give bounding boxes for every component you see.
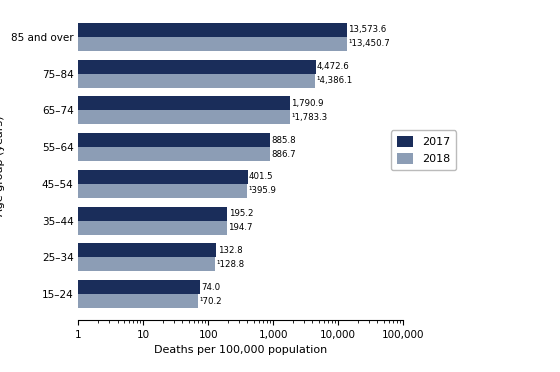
Bar [0,243,216,257]
Text: ¹13,450.7: ¹13,450.7 [348,39,390,48]
Text: 194.7: 194.7 [228,223,253,232]
Bar [0,23,347,37]
Text: ¹4,386.1: ¹4,386.1 [316,76,353,85]
Bar [0,37,347,51]
X-axis label: Deaths per 100,000 population: Deaths per 100,000 population [154,345,328,355]
Bar [0,207,227,221]
Y-axis label: Age group (years): Age group (years) [0,115,6,216]
Bar [0,60,315,74]
Text: 886.7: 886.7 [271,150,296,158]
Text: 195.2: 195.2 [228,209,253,218]
Text: ¹128.8: ¹128.8 [217,260,245,269]
Bar [0,96,290,110]
Text: 885.8: 885.8 [271,136,296,145]
Bar [0,184,247,198]
Bar [0,257,216,272]
Text: 4,472.6: 4,472.6 [317,62,349,71]
Text: ¹1,783.3: ¹1,783.3 [291,113,327,122]
Bar [0,74,315,88]
Bar [0,110,290,124]
Bar [0,170,248,184]
Text: 1,790.9: 1,790.9 [291,99,324,108]
Text: 13,573.6: 13,573.6 [348,25,386,34]
Bar [0,280,200,294]
Text: 132.8: 132.8 [218,246,242,255]
Text: 74.0: 74.0 [201,283,220,292]
Bar [0,294,198,308]
Text: ¹395.9: ¹395.9 [249,186,277,195]
Text: 401.5: 401.5 [249,173,273,182]
Bar [0,133,270,147]
Legend: 2017, 2018: 2017, 2018 [391,130,456,170]
Bar [0,221,227,235]
Bar [0,147,270,161]
Text: ¹70.2: ¹70.2 [200,297,222,306]
